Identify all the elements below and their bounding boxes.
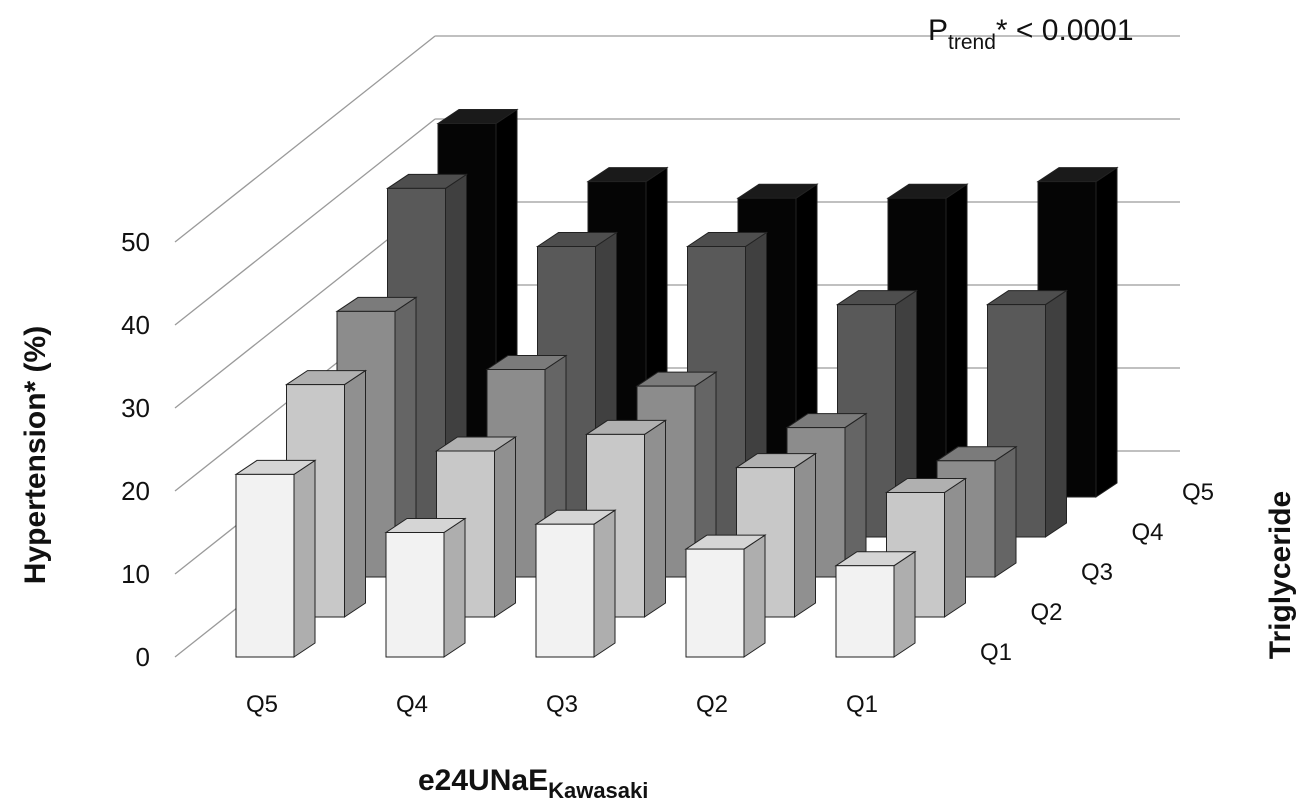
bar-front [535, 523, 595, 658]
y-tick-label: 10 [121, 559, 150, 589]
y-tick-label: 30 [121, 393, 150, 423]
bar-side [944, 477, 966, 618]
annotation-rest: * < 0.0001 [996, 14, 1134, 47]
bar-side [644, 419, 666, 618]
bar-side [743, 534, 766, 658]
series-label: Q1 [980, 639, 1012, 666]
annotation-subscript: trend [948, 31, 996, 54]
bar-side [1045, 289, 1067, 538]
z-axis-title: Triglyceride [1264, 491, 1297, 659]
y-tick-label: 40 [121, 310, 150, 340]
x-category-label: Q4 [396, 691, 428, 718]
gridline-diagonal [174, 35, 436, 243]
bar-front [835, 565, 895, 658]
bar-front [685, 548, 745, 658]
gridline-diagonal [174, 118, 436, 326]
bar-side [794, 452, 816, 618]
annotation-main: P [928, 14, 948, 47]
bar-side [1095, 166, 1118, 498]
bar-Q1-Q4 [384, 517, 467, 658]
bar-side [443, 517, 466, 658]
p-trend-annotation: Ptrend* < 0.0001 [928, 14, 1134, 54]
bar-Q1-Q5 [234, 459, 317, 658]
bar-front [235, 473, 295, 658]
labels-layer: 0 10 20 30 40 50 Q5 Q4 Q3 Q2 Q1 Q1 Q2 Q3 Q4 Q5 [121, 227, 1214, 718]
series-label: Q5 [1182, 479, 1214, 506]
bar-side [344, 369, 366, 618]
bar-side [994, 445, 1017, 578]
x-category-label: Q5 [246, 691, 278, 718]
bar-Q1-Q3 [534, 509, 617, 658]
y-tick-label: 50 [121, 227, 150, 257]
x-category-label: Q2 [696, 691, 728, 718]
series-label: Q2 [1031, 599, 1063, 626]
bar-front [385, 532, 445, 658]
bar-Q3-Q2 [785, 412, 868, 578]
x-axis-title-main: e24UNaE [418, 764, 548, 797]
x-axis-title: e24UNaEKawasaki [418, 764, 648, 801]
y-tick-label: 0 [136, 642, 150, 672]
x-axis-title-subscript: Kawasaki [548, 778, 648, 801]
y-tick-label: 20 [121, 476, 150, 506]
bar-side [494, 436, 516, 618]
bar-Q1-Q1 [834, 550, 917, 658]
series-label: Q4 [1132, 519, 1164, 546]
bar-Q1-Q2 [684, 534, 767, 658]
bar-side [893, 550, 916, 658]
x-category-label: Q3 [546, 691, 578, 718]
x-category-label: Q1 [846, 691, 878, 718]
bar-side [593, 509, 616, 658]
y-axis-title: Hypertension* (%) [19, 326, 52, 584]
bars-layer [234, 108, 1119, 658]
series-label: Q3 [1081, 559, 1113, 586]
bar-side [293, 459, 316, 658]
